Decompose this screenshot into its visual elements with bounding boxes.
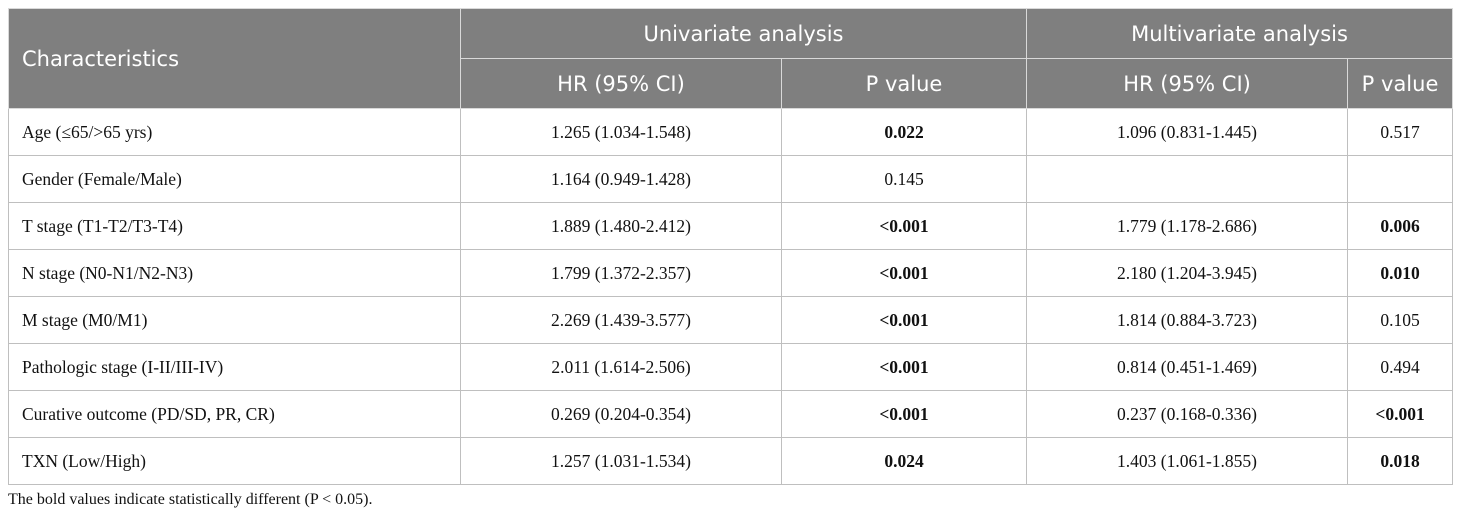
univariate-p-cell: <0.001 xyxy=(780,249,1028,297)
row-label: M stage (M0/M1) xyxy=(8,296,461,344)
header-row-groups: Characteristics Univariate analysis Mult… xyxy=(8,8,1454,109)
univariate-hr-cell: 2.011 (1.614-2.506) xyxy=(460,343,782,391)
univariate-hr-cell: 2.269 (1.439-3.577) xyxy=(460,296,782,344)
header-uni-hr: HR (95% CI) xyxy=(460,58,782,109)
univariate-p-cell: 0.024 xyxy=(780,437,1028,485)
multivariate-p-cell: 0.018 xyxy=(1347,437,1454,485)
multivariate-p-cell: 0.494 xyxy=(1347,343,1454,391)
row-label: T stage (T1-T2/T3-T4) xyxy=(8,202,461,250)
multivariate-hr-cell xyxy=(1026,155,1349,203)
table-row: Age (≤65/>65 yrs) 1.265 (1.034-1.548) 0.02… xyxy=(8,108,1454,156)
table-footnote: The bold values indicate statistically d… xyxy=(8,491,373,508)
univariate-hr-cell: 0.269 (0.204-0.354) xyxy=(460,390,782,438)
table-row: Curative outcome (PD/SD, PR, CR) 0.269 (0… xyxy=(8,390,1454,438)
multivariate-p-cell: 0.006 xyxy=(1347,202,1454,250)
header-row-columns: HR (95% CI) P value HR (95% CI) P value xyxy=(9,58,1454,109)
table-body: Age (≤65/>65 yrs) 1.265 (1.034-1.548) 0.02… xyxy=(8,108,1454,485)
cox-regression-table: Characteristics Univariate analysis Mult… xyxy=(8,8,1454,485)
multivariate-p-cell: 0.010 xyxy=(1347,249,1454,297)
multivariate-p-cell xyxy=(1347,155,1454,203)
multivariate-hr-cell: 0.814 (0.451-1.469) xyxy=(1026,343,1349,391)
multivariate-hr-cell: 0.237 (0.168-0.336) xyxy=(1026,390,1349,438)
row-label: Pathologic stage (I-II/III-IV) xyxy=(8,343,461,391)
header-characteristics: Characteristics xyxy=(8,8,461,109)
header-uni-p: P value xyxy=(780,58,1028,109)
multivariate-hr-cell: 1.403 (1.061-1.855) xyxy=(1026,437,1349,485)
univariate-hr-cell: 1.257 (1.031-1.534) xyxy=(460,437,782,485)
multivariate-hr-cell: 2.180 (1.204-3.945) xyxy=(1026,249,1349,297)
header-multi-hr: HR (95% CI) xyxy=(1026,58,1349,109)
row-label: Age (≤65/>65 yrs) xyxy=(8,108,461,156)
univariate-p-cell: <0.001 xyxy=(780,390,1028,438)
univariate-hr-cell: 1.265 (1.034-1.548) xyxy=(460,108,782,156)
univariate-p-cell: <0.001 xyxy=(780,343,1028,391)
header-multi-p: P value xyxy=(1347,58,1454,109)
table-row: Pathologic stage (I-II/III-IV) 2.011 (1.6… xyxy=(8,343,1454,391)
table-row: M stage (M0/M1) 2.269 (1.439-3.577) <0.001… xyxy=(8,296,1454,344)
header-univariate: Univariate analysis xyxy=(459,8,1028,59)
table-row: T stage (T1-T2/T3-T4) 1.889 (1.480-2.412)… xyxy=(8,202,1454,250)
multivariate-p-cell: 0.105 xyxy=(1347,296,1454,344)
univariate-hr-cell: 1.889 (1.480-2.412) xyxy=(460,202,782,250)
row-label: TXN (Low/High) xyxy=(8,437,461,485)
univariate-p-cell: <0.001 xyxy=(780,202,1028,250)
table-row: Gender (Female/Male) 1.164 (0.949-1.428) 0… xyxy=(8,155,1454,203)
table-row: TXN (Low/High) 1.257 (1.031-1.534) 0.024 1.… xyxy=(8,437,1454,485)
multivariate-hr-cell: 1.779 (1.178-2.686) xyxy=(1026,202,1349,250)
univariate-p-cell: 0.145 xyxy=(780,155,1028,203)
univariate-p-cell: <0.001 xyxy=(780,296,1028,344)
multivariate-hr-cell: 1.096 (0.831-1.445) xyxy=(1026,108,1349,156)
table-row: N stage (N0-N1/N2-N3) 1.799 (1.372-2.357)… xyxy=(8,249,1454,297)
header-multivariate: Multivariate analysis xyxy=(1026,8,1454,59)
row-label: Gender (Female/Male) xyxy=(8,155,461,203)
univariate-hr-cell: 1.799 (1.372-2.357) xyxy=(460,249,782,297)
multivariate-p-cell: 0.517 xyxy=(1347,108,1454,156)
results-table-container: Characteristics Univariate analysis Mult… xyxy=(8,8,1454,485)
row-label: Curative outcome (PD/SD, PR, CR) xyxy=(8,390,461,438)
univariate-hr-cell: 1.164 (0.949-1.428) xyxy=(460,155,782,203)
multivariate-p-cell: <0.001 xyxy=(1347,390,1454,438)
row-label: N stage (N0-N1/N2-N3) xyxy=(8,249,461,297)
univariate-p-cell: 0.022 xyxy=(780,108,1028,156)
multivariate-hr-cell: 1.814 (0.884-3.723) xyxy=(1026,296,1349,344)
